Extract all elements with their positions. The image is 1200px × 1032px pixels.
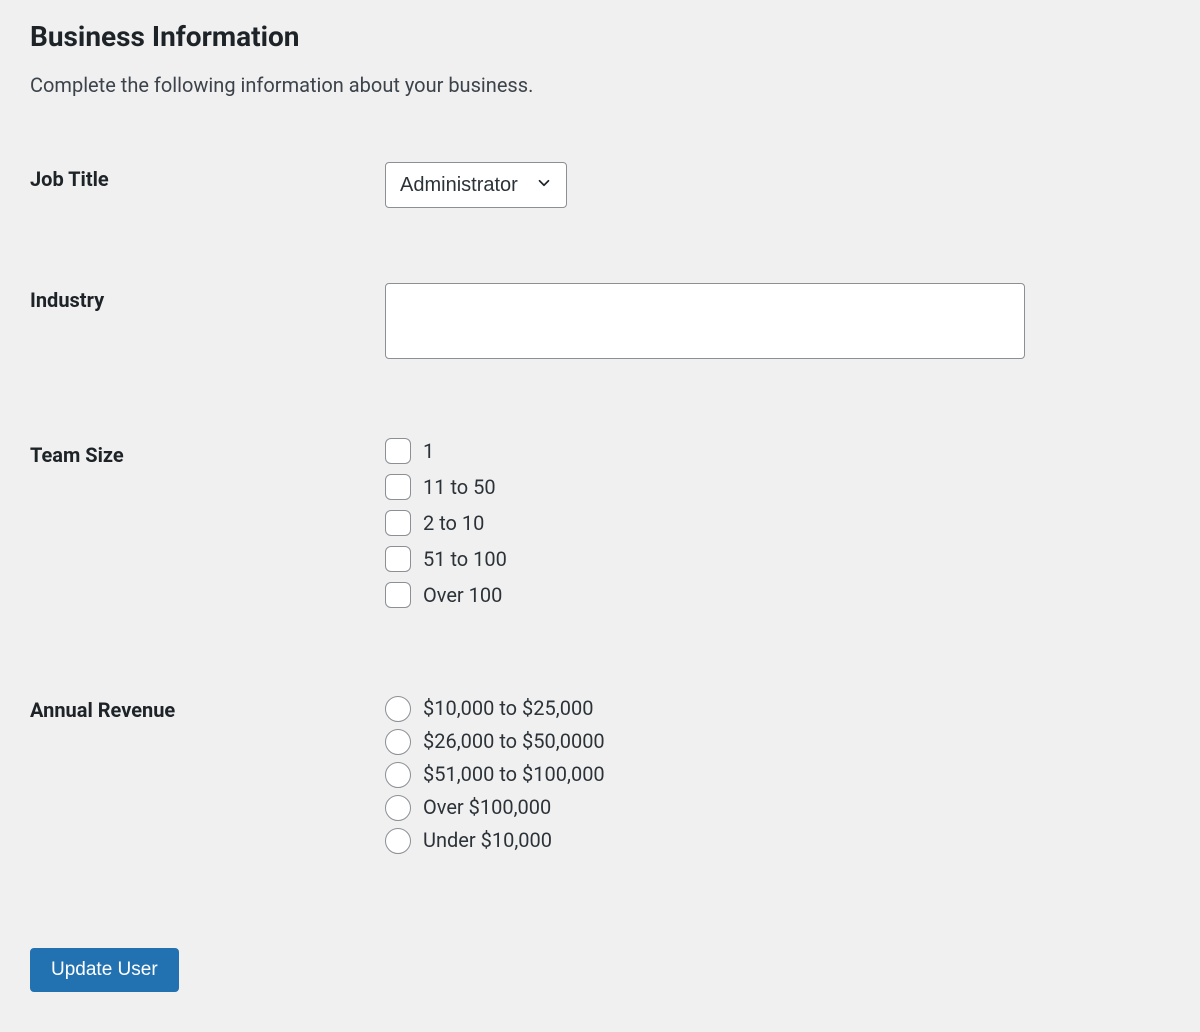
annual-revenue-option-label: Over $100,000 [423,792,551,823]
team-size-option: 1 [385,438,1160,464]
team-size-option: Over 100 [385,582,1160,608]
section-description: Complete the following information about… [30,73,1170,97]
team-size-option: 2 to 10 [385,510,1160,536]
annual-revenue-option-label: $10,000 to $25,000 [423,693,593,724]
annual-revenue-radio-26-50k[interactable] [385,729,411,755]
annual-revenue-option: $51,000 to $100,000 [385,759,1160,790]
update-user-button[interactable]: Update User [30,948,179,992]
label-team-size: Team Size [30,423,385,678]
business-information-form: Business Information Complete the follow… [0,0,1200,1032]
form-table: Job Title Administrator Industry [30,147,1170,918]
annual-revenue-radio-51-100k[interactable] [385,762,411,788]
label-job-title: Job Title [30,147,385,268]
annual-revenue-option: $26,000 to $50,0000 [385,726,1160,757]
team-size-checkbox-1[interactable] [385,438,411,464]
team-size-checkbox-2-10[interactable] [385,510,411,536]
team-size-option: 51 to 100 [385,546,1160,572]
annual-revenue-option: $10,000 to $25,000 [385,693,1160,724]
annual-revenue-option-label: Under $10,000 [423,825,552,856]
team-size-option-label: 11 to 50 [423,475,496,499]
label-annual-revenue: Annual Revenue [30,678,385,918]
row-annual-revenue: Annual Revenue $10,000 to $25,000 $26,00… [30,678,1170,918]
row-team-size: Team Size 1 11 to 50 2 to 10 [30,423,1170,678]
team-size-option-label: Over 100 [423,583,502,607]
annual-revenue-radio-10-25k[interactable] [385,696,411,722]
row-industry: Industry [30,268,1170,423]
team-size-option-label: 1 [423,439,434,463]
section-title: Business Information [30,20,1170,53]
team-size-checkbox-over-100[interactable] [385,582,411,608]
annual-revenue-option: Over $100,000 [385,792,1160,823]
annual-revenue-option: Under $10,000 [385,825,1160,856]
industry-textarea[interactable] [385,283,1025,359]
job-title-select[interactable]: Administrator [385,162,567,208]
team-size-option-label: 2 to 10 [423,511,484,535]
row-job-title: Job Title Administrator [30,147,1170,268]
annual-revenue-options: $10,000 to $25,000 $26,000 to $50,0000 $… [385,693,1160,856]
team-size-option-label: 51 to 100 [423,547,507,571]
team-size-options: 1 11 to 50 2 to 10 51 to 100 [385,438,1160,608]
annual-revenue-radio-under-10k[interactable] [385,828,411,854]
job-title-select-wrap: Administrator [385,162,567,208]
team-size-checkbox-51-100[interactable] [385,546,411,572]
annual-revenue-radio-over-100k[interactable] [385,795,411,821]
annual-revenue-option-label: $51,000 to $100,000 [423,759,605,790]
label-industry: Industry [30,268,385,423]
team-size-checkbox-11-50[interactable] [385,474,411,500]
annual-revenue-option-label: $26,000 to $50,0000 [423,726,605,757]
team-size-option: 11 to 50 [385,474,1160,500]
